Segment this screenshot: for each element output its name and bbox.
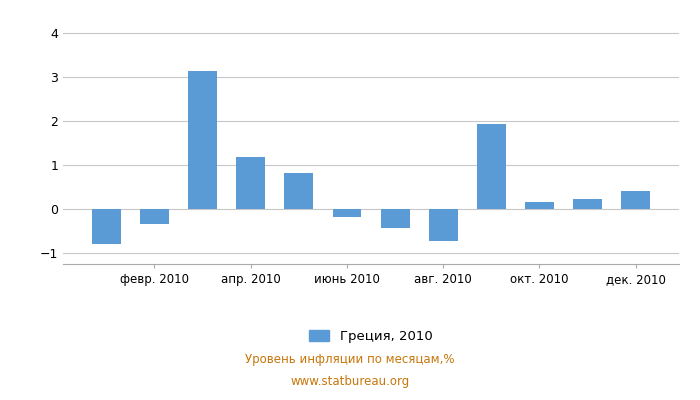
Bar [428,209,458,241]
Legend: Греция, 2010: Греция, 2010 [304,324,438,348]
Bar [284,173,314,209]
Bar [237,157,265,209]
Bar [188,70,217,209]
Bar [477,124,505,209]
Bar [622,190,650,209]
Bar [92,209,120,244]
Text: Уровень инфляции по месяцам,%: Уровень инфляции по месяцам,% [245,354,455,366]
Bar [525,202,554,209]
Bar [573,199,602,209]
Bar [140,209,169,224]
Bar [332,209,361,217]
Bar [381,209,409,228]
Text: www.statbureau.org: www.statbureau.org [290,376,410,388]
